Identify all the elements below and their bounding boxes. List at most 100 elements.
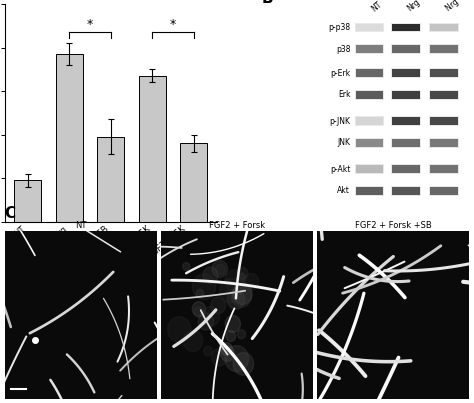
Bar xyxy=(391,186,421,196)
Text: Nrg + SB: Nrg + SB xyxy=(444,0,474,13)
Circle shape xyxy=(211,297,226,314)
Bar xyxy=(429,44,459,54)
Bar xyxy=(181,143,208,222)
Text: FGF2 + Forsk: FGF2 + Forsk xyxy=(209,221,265,230)
Bar xyxy=(356,69,383,77)
Bar xyxy=(14,181,41,222)
Circle shape xyxy=(220,346,235,361)
Bar xyxy=(429,186,459,196)
Bar xyxy=(429,23,459,32)
Bar xyxy=(392,23,420,31)
Bar xyxy=(392,45,420,53)
Text: p-Erk: p-Erk xyxy=(330,69,350,78)
Circle shape xyxy=(226,331,236,341)
Bar xyxy=(97,137,124,222)
Bar xyxy=(430,91,458,99)
Circle shape xyxy=(182,262,190,270)
Bar xyxy=(392,117,420,125)
Bar xyxy=(429,138,459,148)
Bar xyxy=(430,187,458,195)
Text: C: C xyxy=(5,206,16,220)
Text: Nrg: Nrg xyxy=(406,0,422,13)
Bar xyxy=(355,116,384,126)
Text: p-p38: p-p38 xyxy=(328,23,350,32)
Bar xyxy=(356,139,383,147)
Text: p-Akt: p-Akt xyxy=(330,164,350,174)
Circle shape xyxy=(233,353,254,375)
Text: FGF2 + Forsk +SB: FGF2 + Forsk +SB xyxy=(355,221,432,230)
Circle shape xyxy=(204,346,212,356)
Bar xyxy=(392,165,420,173)
Bar xyxy=(355,44,384,54)
Bar xyxy=(430,23,458,31)
Circle shape xyxy=(168,317,191,343)
Bar xyxy=(55,54,82,222)
Text: p38: p38 xyxy=(336,45,350,54)
Circle shape xyxy=(192,274,216,300)
Circle shape xyxy=(237,330,246,339)
Circle shape xyxy=(227,290,245,309)
Text: B: B xyxy=(262,0,273,6)
Bar xyxy=(391,44,421,54)
Bar xyxy=(429,68,459,78)
Circle shape xyxy=(220,278,242,303)
Circle shape xyxy=(237,267,248,280)
Circle shape xyxy=(238,273,246,281)
Circle shape xyxy=(196,289,204,298)
Bar xyxy=(139,76,166,222)
Bar xyxy=(355,138,384,148)
Bar xyxy=(356,23,383,31)
Text: p-JNK: p-JNK xyxy=(329,116,350,126)
Bar xyxy=(430,45,458,53)
Bar xyxy=(391,23,421,32)
Circle shape xyxy=(220,343,232,355)
Bar xyxy=(356,91,383,99)
Bar xyxy=(392,139,420,147)
Circle shape xyxy=(225,346,248,372)
Text: JNK: JNK xyxy=(337,138,350,147)
Bar xyxy=(392,69,420,77)
Circle shape xyxy=(216,264,225,275)
Circle shape xyxy=(194,307,203,318)
Bar xyxy=(392,187,420,195)
Bar xyxy=(429,116,459,126)
Bar xyxy=(429,90,459,100)
Circle shape xyxy=(225,270,246,293)
Bar xyxy=(356,117,383,125)
Bar xyxy=(391,164,421,174)
Text: *: * xyxy=(87,18,93,31)
Bar xyxy=(430,69,458,77)
Bar xyxy=(392,91,420,99)
Circle shape xyxy=(225,316,240,332)
Bar xyxy=(355,23,384,32)
Text: NT: NT xyxy=(370,0,383,13)
Bar xyxy=(356,187,383,195)
Bar xyxy=(391,68,421,78)
Circle shape xyxy=(183,330,203,351)
Bar xyxy=(356,165,383,173)
Bar xyxy=(429,164,459,174)
Bar xyxy=(356,45,383,53)
Bar xyxy=(430,139,458,147)
Text: *: * xyxy=(170,18,176,31)
Circle shape xyxy=(231,285,252,307)
Bar xyxy=(355,186,384,196)
Bar xyxy=(355,90,384,100)
Circle shape xyxy=(198,313,214,330)
Bar xyxy=(430,165,458,173)
Circle shape xyxy=(203,267,218,284)
Circle shape xyxy=(211,348,228,366)
Text: Akt: Akt xyxy=(337,186,350,195)
Bar xyxy=(355,164,384,174)
Circle shape xyxy=(192,302,206,316)
Bar xyxy=(391,90,421,100)
Bar xyxy=(355,68,384,78)
Bar xyxy=(430,117,458,125)
Circle shape xyxy=(202,307,219,326)
Text: NT: NT xyxy=(75,221,86,230)
Circle shape xyxy=(212,260,228,278)
Bar xyxy=(391,138,421,148)
Circle shape xyxy=(233,283,252,305)
Text: Erk: Erk xyxy=(338,90,350,100)
Bar xyxy=(391,116,421,126)
